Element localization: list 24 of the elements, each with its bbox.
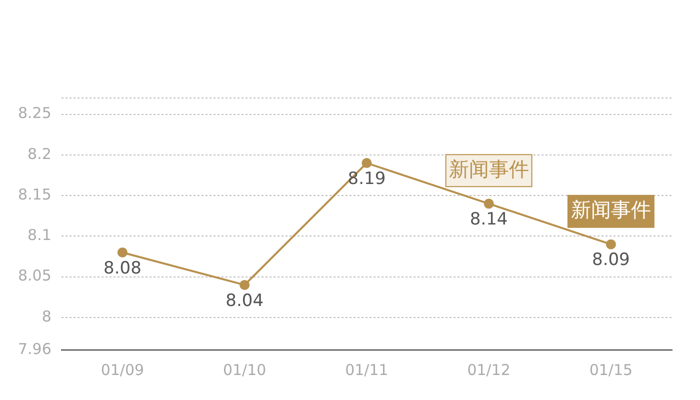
y-tick-label: 8.25 [18, 104, 52, 122]
point [484, 198, 494, 209]
point [240, 280, 250, 290]
y-tick-label: 8.1 [28, 226, 52, 244]
x-tick-label: 01/11 [345, 360, 388, 379]
x-tick-label: 01/12 [467, 360, 510, 379]
y-tick-label: 8.15 [18, 185, 52, 204]
y-tick-label: 7.96 [18, 340, 52, 358]
data-label: 8.04 [226, 290, 264, 311]
data-label: 8.08 [104, 258, 142, 278]
point [117, 247, 128, 258]
x-tick-label: 01/09 [100, 360, 144, 379]
annotation: 新闻事件 [570, 198, 651, 222]
y-tick-label: 8.05 [18, 266, 52, 285]
data-label: 8.09 [592, 250, 630, 270]
x-tick-label: 01/10 [222, 360, 266, 379]
x-tick-label: 01/15 [589, 360, 633, 379]
y-tick-label: 8.2 [28, 144, 52, 163]
data-label: 8.14 [470, 210, 508, 230]
point [362, 158, 372, 168]
data-label: 8.19 [348, 168, 386, 189]
point [606, 239, 616, 250]
y-tick-label: 8 [42, 307, 52, 326]
annotation: 新闻事件 [448, 156, 529, 181]
